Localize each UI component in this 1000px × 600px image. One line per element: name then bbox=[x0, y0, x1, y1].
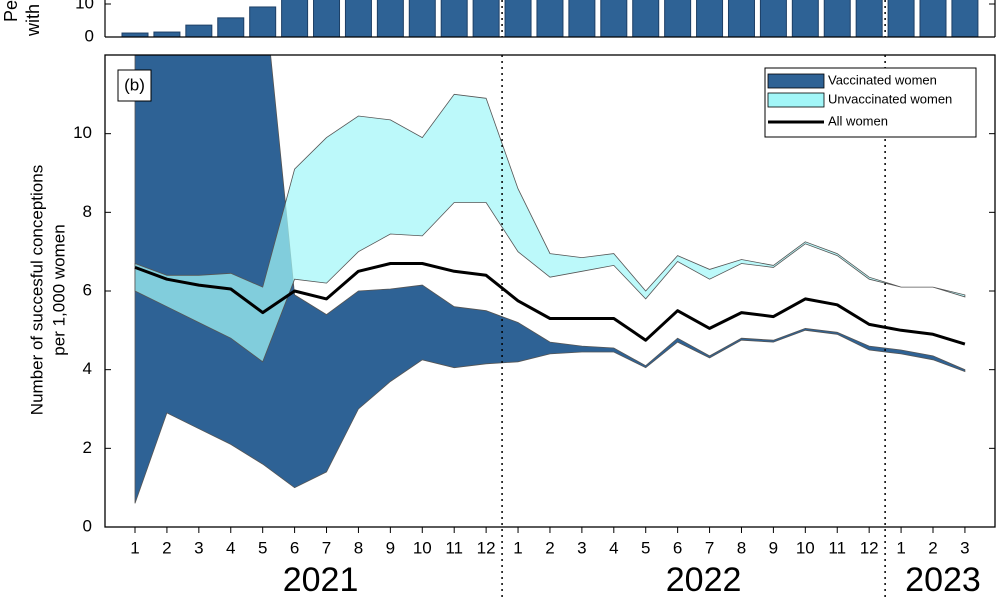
panel-label: (b) bbox=[124, 75, 145, 94]
bar bbox=[472, 0, 500, 37]
y-tick-label: 2 bbox=[83, 438, 92, 457]
x-tick-label: 9 bbox=[769, 538, 778, 557]
legend-swatch bbox=[767, 92, 825, 108]
bar bbox=[249, 6, 277, 37]
x-tick-label: 8 bbox=[354, 538, 363, 557]
legend-swatch bbox=[767, 73, 825, 89]
x-tick-label: 4 bbox=[226, 538, 235, 557]
x-tick-label: 7 bbox=[705, 538, 714, 557]
bar bbox=[536, 0, 564, 37]
x-tick-label: 2 bbox=[162, 538, 171, 557]
bar bbox=[344, 0, 372, 37]
x-tick-label: 3 bbox=[960, 538, 969, 557]
bar bbox=[313, 0, 341, 37]
x-tick-label: 2 bbox=[928, 538, 937, 557]
bar bbox=[440, 0, 468, 37]
year-label: 2022 bbox=[666, 561, 742, 599]
x-tick-label: 11 bbox=[445, 538, 463, 557]
x-tick-label: 4 bbox=[609, 538, 618, 557]
bar bbox=[951, 0, 979, 37]
x-tick-label: 5 bbox=[641, 538, 650, 557]
legend-label: Unvaccinated women bbox=[828, 91, 952, 106]
panel-label-box bbox=[117, 69, 152, 102]
x-tick-label: 11 bbox=[828, 538, 846, 557]
bar bbox=[759, 0, 787, 37]
x-tick-label: 2 bbox=[545, 538, 554, 557]
panel-b-plot bbox=[134, 55, 966, 504]
line bbox=[134, 262, 966, 346]
bar bbox=[281, 0, 309, 37]
bar bbox=[887, 0, 915, 37]
bar bbox=[823, 0, 851, 37]
y-tick-label: 10 bbox=[73, 123, 92, 142]
y-axis-label: Pe bbox=[1, 0, 21, 22]
bar bbox=[121, 32, 149, 37]
y-tick-label: 4 bbox=[83, 359, 92, 378]
x-tick-label: 3 bbox=[577, 538, 586, 557]
x-tick-label: 12 bbox=[860, 538, 879, 557]
x-tick-label: 5 bbox=[258, 538, 267, 557]
bar bbox=[632, 0, 660, 37]
bar bbox=[217, 17, 245, 37]
band bbox=[134, 93, 966, 363]
bar bbox=[919, 0, 947, 37]
x-tick-label: 1 bbox=[130, 538, 139, 557]
band bbox=[134, 55, 966, 504]
y-tick-label: 0 bbox=[83, 516, 92, 535]
bar bbox=[855, 0, 883, 37]
bar bbox=[600, 0, 628, 37]
x-tick-label: 1 bbox=[896, 538, 905, 557]
y-tick-label: 8 bbox=[83, 202, 92, 221]
x-tick-label: 6 bbox=[290, 538, 299, 557]
y-axis-label: per 1,000 women bbox=[49, 224, 68, 355]
x-tick-label: 6 bbox=[673, 538, 682, 557]
year-label: 2021 bbox=[283, 561, 359, 599]
x-tick-label: 3 bbox=[194, 538, 203, 557]
y-tick-label: 10 bbox=[75, 0, 94, 12]
year-label: 2023 bbox=[905, 561, 981, 599]
x-tick-label: 8 bbox=[737, 538, 746, 557]
legend-label: Vaccinated women bbox=[828, 72, 937, 87]
bar bbox=[376, 0, 404, 37]
bar bbox=[153, 31, 181, 37]
legend-label: All women bbox=[828, 113, 888, 128]
bar bbox=[791, 0, 819, 37]
bar bbox=[568, 0, 596, 37]
x-tick-label: 10 bbox=[796, 538, 815, 557]
x-tick-label: 12 bbox=[477, 538, 496, 557]
x-tick-label: 10 bbox=[413, 538, 432, 557]
bar bbox=[408, 0, 436, 37]
x-tick-label: 1 bbox=[513, 538, 522, 557]
bar bbox=[664, 0, 692, 37]
bar bbox=[504, 0, 532, 37]
bar bbox=[727, 0, 755, 37]
y-axis-label: Number of succesful conceptions bbox=[27, 165, 46, 415]
bar bbox=[185, 24, 213, 37]
y-tick-label: 0 bbox=[85, 26, 94, 45]
panel-a-plot bbox=[121, 0, 979, 37]
x-tick-label: 7 bbox=[322, 538, 331, 557]
y-tick-label: 6 bbox=[83, 280, 92, 299]
x-tick-label: 9 bbox=[386, 538, 395, 557]
y-axis-label: with a bbox=[23, 0, 43, 37]
bar bbox=[696, 0, 724, 37]
